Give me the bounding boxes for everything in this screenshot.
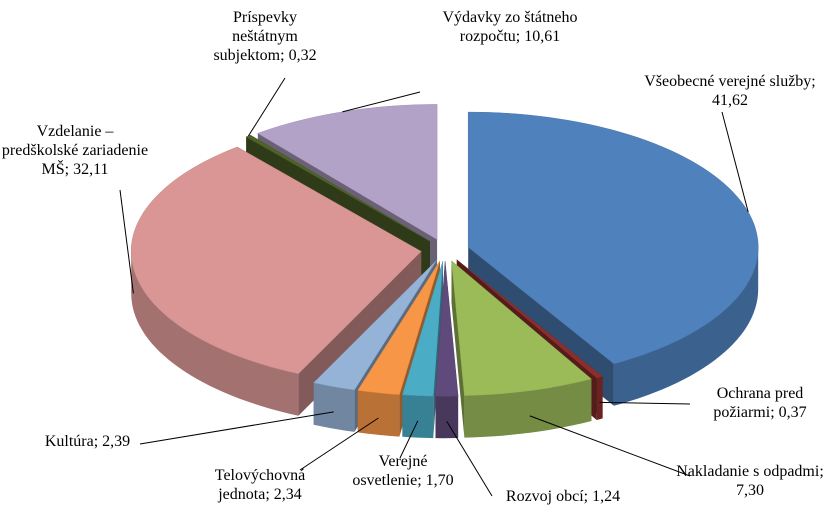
label-category: Verejné osvetlenie: [352, 453, 428, 489]
data-label: Vzdelanie – predškolské zariadenie MŠ; 3…: [0, 122, 150, 179]
label-separator: ;: [417, 472, 426, 489]
leader-line: [446, 421, 493, 497]
data-label: Výdavky zo štátneho rozpočtu; 10,61: [430, 8, 590, 46]
leader-line: [139, 411, 334, 445]
data-label: Nakladanie s odpadmi; 7,30: [670, 462, 830, 500]
label-value: 10,61: [524, 28, 561, 45]
data-label: Telovýchovná jednota; 2,34: [190, 466, 330, 504]
label-value: 2,34: [273, 486, 302, 503]
label-separator: ;: [583, 488, 593, 505]
label-value: 32,11: [73, 161, 109, 178]
label-value: 1,24: [592, 488, 621, 505]
leader-line: [399, 420, 419, 459]
label-category: Výdavky zo štátneho rozpočtu: [442, 9, 578, 45]
slice: [402, 261, 444, 397]
label-value: 7,30: [736, 482, 764, 499]
data-label: Všeobecné verejné služby; 41,62: [640, 72, 820, 110]
label-category: Kultúra: [44, 433, 94, 450]
label-separator: ;: [819, 463, 824, 480]
label-separator: ;: [770, 404, 779, 421]
data-label: Kultúra; 2,39: [20, 432, 155, 451]
leader-line: [721, 111, 749, 213]
leader-line: [247, 77, 286, 137]
label-category: Rozvoj obcí: [505, 488, 584, 505]
slice-side: [451, 260, 465, 438]
slice: [456, 259, 604, 379]
label-separator: ;: [93, 433, 103, 450]
label-category: Telovýchovná jednota: [214, 467, 306, 503]
label-category: Príspevky neštátnym subjektom: [213, 9, 298, 64]
label-value: 0,37: [778, 404, 807, 421]
label-separator: ;: [811, 73, 816, 90]
slice: [313, 260, 437, 391]
slice-wall: [464, 379, 592, 438]
label-separator: ;: [265, 486, 274, 503]
label-category: Vzdelanie – predškolské zariadenie MŠ: [1, 123, 149, 178]
data-label: Príspevky neštátnym subjektom; 0,32: [200, 8, 330, 65]
label-value: 0,32: [288, 47, 317, 64]
leader-line: [599, 401, 691, 405]
slice: [357, 260, 441, 395]
slice-wall: [596, 376, 603, 420]
label-value: 41,62: [712, 92, 748, 109]
label-category: Všeobecné verejné služby: [644, 73, 812, 90]
leader-line: [342, 91, 421, 113]
slice: [435, 261, 459, 397]
slice-wall: [313, 382, 355, 432]
leader-line: [119, 189, 134, 294]
label-separator: ;: [515, 28, 525, 45]
data-label: Rozvoj obcí; 1,24: [478, 487, 648, 506]
label-separator: ;: [64, 161, 74, 178]
label-value: 2,39: [102, 433, 131, 450]
slice-wall: [357, 390, 400, 437]
leader-line: [529, 415, 691, 477]
leader-line: [299, 417, 379, 471]
label-category: Nakladanie s odpadmi: [676, 463, 820, 480]
data-label: Ochrana pred požiarmi; 0,37: [690, 384, 830, 422]
slice-wall: [402, 394, 434, 439]
slice: [451, 260, 592, 396]
label-value: 1,70: [425, 472, 454, 489]
slice: [130, 146, 422, 374]
slice-wall: [613, 247, 759, 406]
slice-wall: [435, 396, 459, 439]
label-separator: ;: [280, 47, 289, 64]
label-category: Ochrana pred požiarmi: [713, 385, 804, 421]
slice-wall: [131, 251, 299, 416]
data-label: Verejné osvetlenie; 1,70: [348, 452, 458, 490]
